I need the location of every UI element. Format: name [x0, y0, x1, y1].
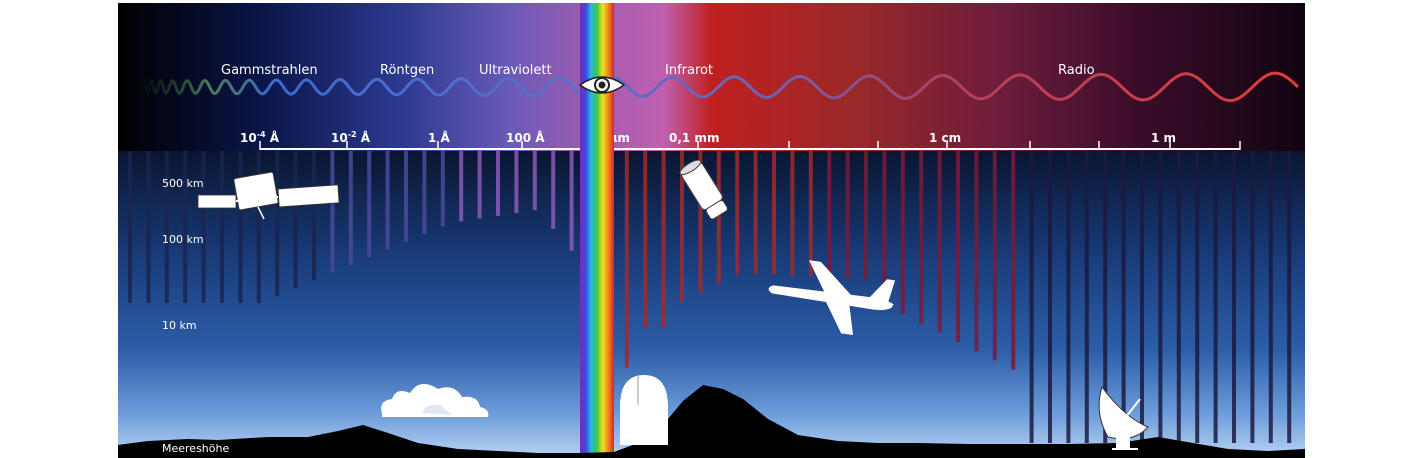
- absorption-bar: [496, 151, 500, 216]
- wave-line: [136, 71, 1300, 103]
- absorption-bar: [1048, 151, 1052, 443]
- absorption-bar: [919, 151, 924, 324]
- airplane-icon: [768, 260, 896, 336]
- absorption-bar: [772, 151, 776, 275]
- absorption-bar: [312, 151, 316, 281]
- absorption-bar: [164, 151, 169, 303]
- absorption-bar: [293, 151, 298, 289]
- absorption-bar: [1287, 151, 1292, 443]
- atmospheric-absorption-bars: [128, 151, 1292, 443]
- absorption-bar: [551, 151, 556, 229]
- absorption-bar: [864, 151, 868, 280]
- absorption-bar: [1268, 151, 1273, 443]
- band-label-radio: Radio: [1058, 63, 1095, 78]
- absorption-bar: [422, 151, 427, 234]
- absorption-bar: [404, 151, 408, 242]
- absorption-bar: [1176, 151, 1181, 443]
- scale-label-1-cm: 1 cm: [929, 131, 961, 145]
- altitude-label-10km: 10 km: [162, 319, 197, 332]
- absorption-bar: [661, 151, 666, 328]
- scale-label-1-m: 1 m: [1151, 131, 1176, 145]
- radio-telescope-icon: [1098, 385, 1149, 450]
- altitude-label-sea-level: Meereshöhe: [162, 442, 229, 455]
- absorption-bar: [514, 151, 519, 214]
- altitude-label-500km: 500 km: [162, 177, 204, 190]
- absorption-bar: [1195, 151, 1200, 443]
- absorption-bar: [1140, 151, 1144, 443]
- absorption-bar: [753, 151, 758, 274]
- absorption-bar: [459, 151, 464, 222]
- absorption-bar: [698, 151, 703, 293]
- visible-light-strip: [580, 3, 614, 458]
- cloud-icon: [381, 383, 489, 417]
- absorption-bar: [1158, 151, 1163, 443]
- absorption-bar: [1213, 151, 1218, 443]
- scale-label-1e-4: 10-4 Å: [240, 130, 280, 145]
- band-label-xray: Röntgen: [380, 63, 434, 78]
- absorption-bar: [624, 151, 629, 368]
- absorption-bar: [220, 151, 224, 303]
- absorption-bar: [643, 151, 648, 328]
- scale-label-1e-2: 10-2 Å: [331, 130, 371, 145]
- absorption-bar: [146, 151, 151, 303]
- absorption-bar: [1121, 151, 1126, 443]
- absorption-bar: [128, 151, 132, 303]
- absorption-bar: [790, 151, 795, 276]
- absorption-bar: [680, 151, 684, 302]
- absorption-bar: [974, 151, 979, 352]
- absorption-bar: [937, 151, 942, 333]
- absorption-bar: [808, 151, 813, 277]
- absorption-bar: [201, 151, 206, 303]
- absorption-bar: [348, 151, 353, 265]
- absorption-bar: [992, 151, 997, 361]
- scale-label-100-angstrom: 100 Å: [506, 130, 545, 145]
- scale-label-01-mm: 0,1 mm: [669, 131, 719, 145]
- absorption-bar: [1232, 151, 1236, 443]
- absorption-bar: [1029, 151, 1034, 443]
- diagram-canvas: Gammstrahlen Röntgen Ultraviolett Infrar…: [118, 3, 1305, 458]
- absorption-bar: [845, 151, 850, 279]
- absorption-bar: [827, 151, 832, 278]
- absorption-bar: [275, 151, 280, 296]
- absorption-bar: [385, 151, 390, 250]
- space-telescope-icon: [679, 159, 728, 220]
- scale-label-1-angstrom: 1 Å: [428, 130, 451, 145]
- absorption-bar: [330, 151, 335, 273]
- band-label-gamma: Gammstrahlen: [221, 63, 318, 78]
- absorption-bar: [238, 151, 243, 303]
- absorption-bar: [569, 151, 574, 251]
- absorption-bar: [440, 151, 445, 227]
- band-label-ir: Infrarot: [665, 63, 713, 78]
- absorption-bar: [1011, 151, 1016, 370]
- absorption-bar: [367, 151, 372, 258]
- spectrum-diagram: Gammstrahlen Röntgen Ultraviolett Infrar…: [118, 3, 1305, 458]
- absorption-bar: [477, 151, 482, 219]
- absorption-bar: [183, 151, 188, 303]
- absorption-bar: [256, 151, 261, 303]
- absorption-bar: [735, 151, 740, 275]
- band-label-uv: Ultraviolett: [479, 63, 552, 78]
- absorption-bar: [956, 151, 960, 342]
- eye-icon: [578, 76, 626, 94]
- absorption-bar: [1066, 151, 1071, 443]
- mountain-silhouette: [118, 385, 1305, 458]
- absorption-bar: [532, 151, 537, 211]
- absorption-bar: [1084, 151, 1089, 443]
- satellite-icon: [197, 171, 340, 220]
- absorption-bar: [716, 151, 721, 284]
- absorption-bar: [900, 151, 905, 315]
- absorption-bar: [1103, 151, 1108, 443]
- absorption-bar: [882, 151, 887, 306]
- altitude-label-100km: 100 km: [162, 233, 204, 246]
- observatory-dome-icon: [620, 375, 668, 445]
- absorption-bar: [1250, 151, 1255, 443]
